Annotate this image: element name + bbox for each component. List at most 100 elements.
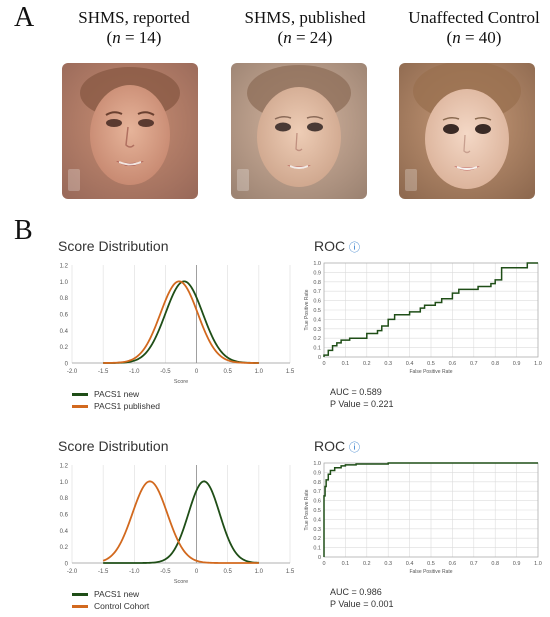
y-tick-label: 0 (65, 362, 69, 368)
y-tick-label: 0.2 (313, 336, 321, 342)
legend-label: PACS1 new (94, 589, 140, 599)
face-n-label: (n = 14) (106, 28, 162, 47)
x-tick-label: 0 (195, 569, 199, 575)
series-line (102, 480, 259, 564)
legend-item: PACS1 new (72, 388, 160, 400)
x-tick-label: 0.5 (427, 361, 435, 367)
series-line (103, 280, 259, 364)
x-tick-label: 0.8 (491, 561, 499, 567)
x-tick-label: 1.0 (255, 369, 264, 375)
x-tick-label: -1.0 (129, 369, 140, 375)
legend-item: PACS1 new (72, 588, 149, 600)
p-value: P Value = 0.221 (330, 399, 394, 409)
face-image-reported (62, 63, 198, 199)
y-tick-label: 1.0 (313, 461, 321, 467)
roc-curve (323, 462, 538, 557)
p-value: P Value = 0.001 (330, 599, 394, 609)
panel-label-a: A (14, 2, 35, 33)
x-tick-label: -2.0 (67, 569, 78, 575)
series-line (103, 480, 259, 564)
legend-bottom: PACS1 new Control Cohort (72, 588, 149, 612)
x-tick-label: 0.5 (224, 569, 233, 575)
legend-label: PACS1 published (94, 401, 160, 411)
y-tick-label: 0.5 (313, 508, 321, 514)
roc-chart-bottom: 0 0.1 0.2 0.3 0.4 0.5 0.6 0.7 0.8 0.9 1.0 0 0.1 0.2 0.… (304, 461, 542, 575)
y-tick-label: 0.4 (313, 317, 321, 323)
x-axis-label: Score (174, 579, 188, 585)
x-tick-label: 0.5 (427, 561, 435, 567)
y-axis-label: True Positive Rate (304, 489, 310, 530)
roc-stats-bottom: AUC = 0.986 P Value = 0.001 (330, 586, 393, 610)
face-n-label: (n = 24) (277, 28, 333, 47)
x-tick-label: 0.4 (406, 361, 414, 367)
x-tick-label: 0 (322, 561, 325, 567)
y-tick-label: 0.2 (60, 545, 69, 551)
legend-swatch-new (72, 592, 88, 596)
y-tick-label: 0.8 (60, 496, 69, 502)
x-tick-label: 0 (322, 361, 325, 367)
y-tick-label: 1.0 (313, 261, 321, 267)
y-tick-label: 0.2 (313, 536, 321, 542)
x-tick-label: 0.8 (491, 361, 499, 367)
x-tick-label: 0.6 (449, 561, 457, 567)
legend-item: Control Cohort (72, 600, 149, 612)
legend-swatch-new (72, 392, 88, 396)
roc-chart-top: 0 0.1 0.2 0.3 0.4 0.5 0.6 0.7 0.8 0.9 1.0 0 0.1 0.2 0.… (304, 261, 542, 375)
face-title: Unaffected Control (408, 8, 540, 27)
x-tick-label: 0.3 (384, 561, 392, 567)
x-tick-label: 0.5 (224, 369, 233, 375)
y-tick-label: 0 (318, 355, 321, 361)
x-tick-label: 1.0 (534, 561, 542, 567)
x-tick-label: 0.7 (470, 561, 478, 567)
x-tick-label: 0.9 (513, 361, 521, 367)
chart-title: Score Distribution (58, 438, 169, 454)
legend-label: PACS1 new (94, 389, 140, 399)
x-tick-label: 1.5 (286, 569, 295, 575)
face-group-published: SHMS, published (n = 24) (225, 8, 385, 48)
face-title: SHMS, reported (78, 8, 190, 27)
x-tick-label: 0.2 (363, 561, 371, 567)
roc-curve (323, 262, 538, 357)
legend-label: Control Cohort (94, 601, 150, 611)
score-distribution-chart-top: 0 0.2 0.4 0.6 0.8 1.0 1.2 -2.0 -1.5 -1.0 -0.5 0 0.5 1… (60, 264, 295, 386)
y-tick-label: 0.3 (313, 327, 321, 333)
y-tick-label: 0.6 (313, 499, 321, 505)
x-axis-label: False Positive Rate (409, 569, 452, 575)
auc-value: AUC = 0.986 (330, 587, 382, 597)
y-tick-label: 0.8 (313, 280, 321, 286)
info-icon[interactable]: ⓘ (349, 442, 361, 454)
y-tick-label: 0.8 (313, 480, 321, 486)
x-tick-label: 1.0 (534, 361, 542, 367)
y-tick-label: 0.6 (313, 299, 321, 305)
face-title: SHMS, published (244, 8, 366, 27)
y-tick-label: 0.6 (60, 313, 69, 319)
series-line (103, 280, 259, 364)
x-tick-label: 1.5 (286, 369, 295, 375)
x-tick-label: 1.0 (255, 569, 264, 575)
face-image-published (231, 63, 367, 199)
y-tick-label: 0.7 (313, 289, 321, 295)
y-tick-label: 0.1 (313, 346, 321, 352)
x-axis-label: Score (174, 379, 188, 385)
x-tick-label: 0.6 (449, 361, 457, 367)
y-tick-label: 0.1 (313, 546, 321, 552)
y-tick-label: 0.6 (60, 513, 69, 519)
face-group-control: Unaffected Control (n = 40) (394, 8, 550, 48)
x-tick-label: -1.5 (98, 569, 109, 575)
x-tick-label: -0.5 (160, 369, 171, 375)
info-icon[interactable]: ⓘ (349, 242, 361, 254)
legend-swatch-control (72, 604, 88, 608)
y-tick-label: 0.4 (60, 529, 69, 535)
chart-title: ROC ⓘ (314, 238, 361, 254)
y-tick-label: 0.4 (60, 329, 69, 335)
x-tick-label: -1.5 (98, 369, 109, 375)
y-tick-label: 0.9 (313, 470, 321, 476)
legend-top: PACS1 new PACS1 published (72, 388, 160, 412)
chart-title: Score Distribution (58, 238, 169, 254)
plot-frame (323, 262, 539, 358)
y-tick-label: 0.5 (313, 308, 321, 314)
roc-stats-top: AUC = 0.589 P Value = 0.221 (330, 386, 393, 410)
face-image-control (399, 63, 535, 199)
y-tick-label: 0.9 (313, 270, 321, 276)
x-tick-label: 0.1 (342, 361, 350, 367)
